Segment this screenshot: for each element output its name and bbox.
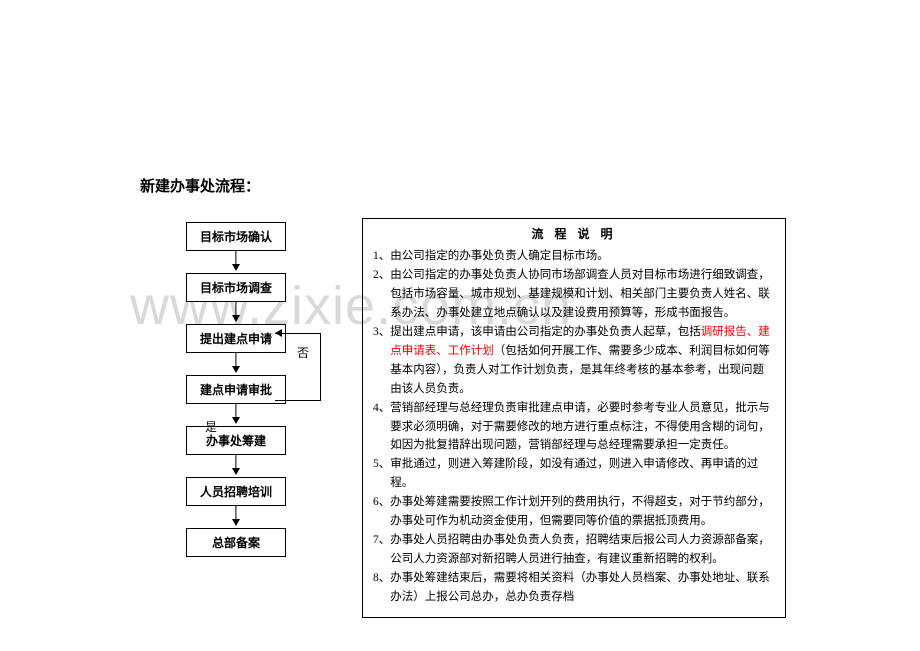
description-item: 1、 由公司指定的办事处负责人确定目标市场。 bbox=[373, 247, 775, 266]
description-item: 8、 办事处筹建结束后，需要将相关资料（办事处人员档案、办事处地址、联系办法）上… bbox=[373, 569, 775, 607]
description-num: 6、 bbox=[373, 493, 390, 531]
flowchart-node-2: 目标市场调查 bbox=[186, 273, 286, 302]
description-text: 办事处人员招聘由办事处负责人负责，招聘结束后报公司人力资源部备案，公司人力资源部… bbox=[390, 531, 775, 569]
flowchart-label-no: 否 bbox=[297, 344, 309, 361]
flowchart-arrow bbox=[177, 353, 295, 375]
description-text: 办事处筹建结束后，需要将相关资料（办事处人员档案、办事处地址、联系办法）上报公司… bbox=[390, 569, 775, 607]
description-num: 4、 bbox=[373, 399, 390, 456]
description-text: 提出建点申请，该申请由公司指定的办事处负责人起草，包括调研报告、建点申请表、工作… bbox=[390, 323, 775, 399]
flowchart-node-3: 提出建点申请 bbox=[186, 324, 286, 353]
flowchart-arrow bbox=[177, 251, 295, 273]
flowchart-arrow bbox=[177, 302, 295, 324]
flowchart-node-4: 建点申请审批 bbox=[186, 375, 286, 404]
flowchart-loop-arrowhead bbox=[275, 329, 282, 337]
description-text: 营销部经理与总经理负责审批建点申请，必要时参考专业人员意见，批示与要求必须明确，… bbox=[390, 399, 775, 456]
flowchart-node-7: 总部备案 bbox=[186, 528, 286, 557]
description-item: 6、 办事处筹建需要按照工作计划开列的费用执行，不得超支，对于节约部分，办事处可… bbox=[373, 493, 775, 531]
flowchart-arrow bbox=[177, 506, 295, 528]
description-panel: 流 程 说 明 1、 由公司指定的办事处负责人确定目标市场。 2、 由公司指定的… bbox=[362, 218, 786, 618]
description-num: 2、 bbox=[373, 266, 390, 323]
description-item: 7、 办事处人员招聘由办事处负责人负责，招聘结束后报公司人力资源部备案，公司人力… bbox=[373, 531, 775, 569]
flowchart-node-5: 办事处筹建 bbox=[186, 426, 286, 455]
description-num: 1、 bbox=[373, 247, 390, 266]
description-text-pre: 提出建点申请，该申请由公司指定的办事处负责人起草，包括 bbox=[390, 326, 701, 338]
description-item: 4、 营销部经理与总经理负责审批建点申请，必要时参考专业人员意见，批示与要求必须… bbox=[373, 399, 775, 456]
description-item: 5、 审批通过，则进入筹建阶段，如没有通过，则进入申请修改、再申请的过程。 bbox=[373, 455, 775, 493]
description-text: 审批通过，则进入筹建阶段，如没有通过，则进入申请修改、再申请的过程。 bbox=[390, 455, 775, 493]
flowchart-container: 目标市场确认 目标市场调查 提出建点申请 建点申请审批 办事处筹建 人员招聘培训… bbox=[177, 222, 295, 557]
description-num: 3、 bbox=[373, 323, 390, 399]
flowchart-node-1: 目标市场确认 bbox=[186, 222, 286, 251]
page-title: 新建办事处流程： bbox=[140, 175, 260, 196]
flowchart-loop-line bbox=[320, 333, 321, 401]
flowchart-arrow bbox=[177, 404, 295, 426]
description-title: 流 程 说 明 bbox=[373, 225, 775, 245]
flowchart-label-yes: 是 bbox=[205, 418, 217, 435]
description-item: 2、 由公司指定的办事处负责人协同市场部调查人员对目标市场进行细致调查，包括市场… bbox=[373, 266, 775, 323]
flowchart-node-6: 人员招聘培训 bbox=[186, 477, 286, 506]
description-num: 8、 bbox=[373, 569, 390, 607]
description-num: 5、 bbox=[373, 455, 390, 493]
description-num: 7、 bbox=[373, 531, 390, 569]
description-text: 由公司指定的办事处负责人协同市场部调查人员对目标市场进行细致调查，包括市场容量、… bbox=[390, 266, 775, 323]
description-text: 由公司指定的办事处负责人确定目标市场。 bbox=[390, 247, 775, 266]
flowchart-loop-line bbox=[275, 400, 320, 401]
description-item: 3、 提出建点申请，该申请由公司指定的办事处负责人起草，包括调研报告、建点申请表… bbox=[373, 323, 775, 399]
description-text: 办事处筹建需要按照工作计划开列的费用执行，不得超支，对于节约部分，办事处可作为机… bbox=[390, 493, 775, 531]
flowchart-arrow bbox=[177, 455, 295, 477]
